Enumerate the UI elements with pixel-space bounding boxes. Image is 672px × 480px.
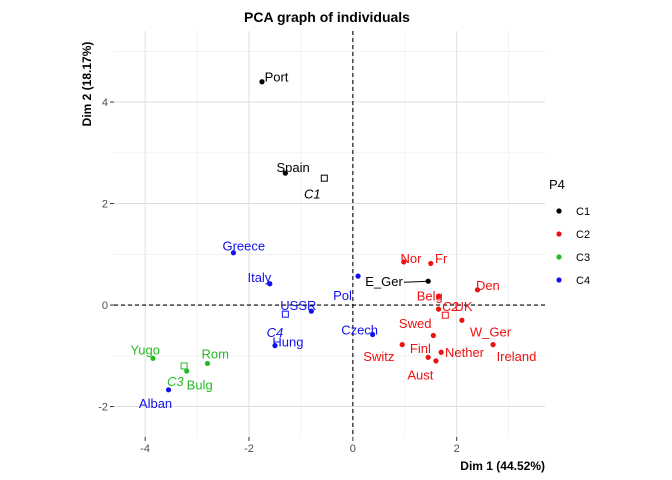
legend-key-c3: [556, 254, 562, 260]
point-labels: C1 C2 C3 C4 Port Spain E_Ger Nor Fr Den Belg UK Swed…: [130, 70, 536, 411]
point-label-spain: Spain: [277, 160, 310, 175]
point-switz: [399, 342, 405, 348]
x-tick-label: 2: [454, 443, 460, 455]
legend-label-c1: C1: [576, 206, 590, 218]
legend-key-c4: [556, 277, 562, 283]
point-ireland: [490, 342, 496, 348]
point-label-w-ger: W_Ger: [470, 324, 512, 339]
point-spain: [282, 170, 288, 176]
point-port: [259, 79, 265, 85]
cluster-centroids: [180, 174, 449, 370]
point-den: [474, 287, 481, 293]
x-tick-label: 0: [350, 443, 356, 455]
centroid-label-c2: C2: [442, 299, 459, 314]
y-tick-label: 0: [102, 300, 108, 312]
leader-line-e-ger: [404, 280, 429, 283]
centroid-marker-c2: [441, 311, 449, 319]
point-label-ussr: USSR: [280, 298, 316, 313]
point-label-greece: Greece: [222, 239, 265, 254]
point-rom: [204, 360, 211, 367]
point-label-den: Den: [476, 278, 500, 293]
point-label-belg: Belg: [417, 288, 443, 303]
point-greece: [230, 250, 237, 256]
point-label-alban: Alban: [139, 396, 172, 411]
point-label-finl: Finl: [410, 341, 431, 356]
x-axis-title: Dim 1 (44.52%): [460, 459, 545, 473]
centroid-label-c1: C1: [304, 186, 321, 201]
point-nor: [401, 259, 407, 265]
x-tick-label: -4: [140, 443, 150, 455]
point-hung: [272, 343, 278, 349]
point-label-italy: Italy: [247, 270, 271, 285]
point-yugo: [150, 355, 156, 361]
point-label-swed: Swed: [399, 316, 432, 331]
legend: P4 C1 C2 C3 C4: [549, 177, 590, 287]
legend-key-c2: [556, 231, 562, 237]
point-bulg: [184, 368, 190, 374]
centroid-label-c3: C3: [167, 374, 184, 389]
point-label-nether: Nether: [445, 345, 485, 360]
point-label-hung: Hung: [272, 335, 303, 350]
point-pol: [355, 273, 361, 279]
point-label-pol: Pol: [333, 288, 352, 303]
point-aust: [433, 358, 439, 364]
y-axis-title: Dim 2 (18.17%): [80, 42, 94, 127]
centroid-marker-c1: [320, 174, 328, 182]
point-w-ger: [459, 317, 465, 323]
legend-key-c1: [556, 208, 562, 214]
legend-label-c2: C2: [576, 229, 590, 241]
point-label-yugo: Yugo: [130, 343, 160, 358]
point-belg: [435, 293, 442, 300]
y-tick-label: 4: [102, 97, 108, 109]
chart-title: PCA graph of individuals: [244, 9, 410, 25]
point-label-nor: Nor: [401, 251, 423, 266]
point-e-ger: [425, 278, 431, 284]
point-label-port: Port: [265, 70, 289, 85]
reference-lines: [114, 31, 545, 437]
data-points: [150, 79, 496, 393]
legend-label-c3: C3: [576, 252, 590, 264]
centroid-marker-c4: [281, 310, 289, 318]
x-tick-label: -2: [244, 443, 254, 455]
point-label-fr: Fr: [435, 251, 448, 266]
point-label-switz: Switz: [363, 349, 394, 364]
point-label-e-ger: E_Ger: [365, 274, 403, 289]
point-ussr: [308, 308, 314, 314]
legend-label-c4: C4: [576, 275, 590, 287]
legend-title: P4: [549, 177, 565, 192]
point-nether: [438, 349, 444, 355]
y-tick-label: 2: [102, 199, 108, 211]
point-label-ireland: Ireland: [497, 349, 537, 364]
centroid-marker-c3: [180, 362, 188, 370]
point-alban: [165, 387, 172, 393]
point-swed: [430, 332, 436, 339]
point-label-bulg: Bulg: [187, 378, 213, 393]
centroid-label-c4: C4: [267, 325, 284, 340]
y-tick-label: -2: [98, 402, 108, 414]
axis-ticks: -4 -2 0 2 -2 0 2 4: [98, 97, 460, 455]
point-label-rom: Rom: [202, 346, 229, 361]
point-czech: [370, 331, 376, 338]
point-label-uk: UK: [454, 299, 472, 314]
point-label-aust: Aust: [407, 368, 433, 383]
label-leaders: [404, 280, 429, 283]
point-finl: [425, 354, 431, 360]
point-fr: [428, 260, 434, 267]
point-italy: [267, 281, 273, 287]
point-label-czech: Czech: [341, 322, 378, 337]
point-uk: [435, 306, 442, 312]
